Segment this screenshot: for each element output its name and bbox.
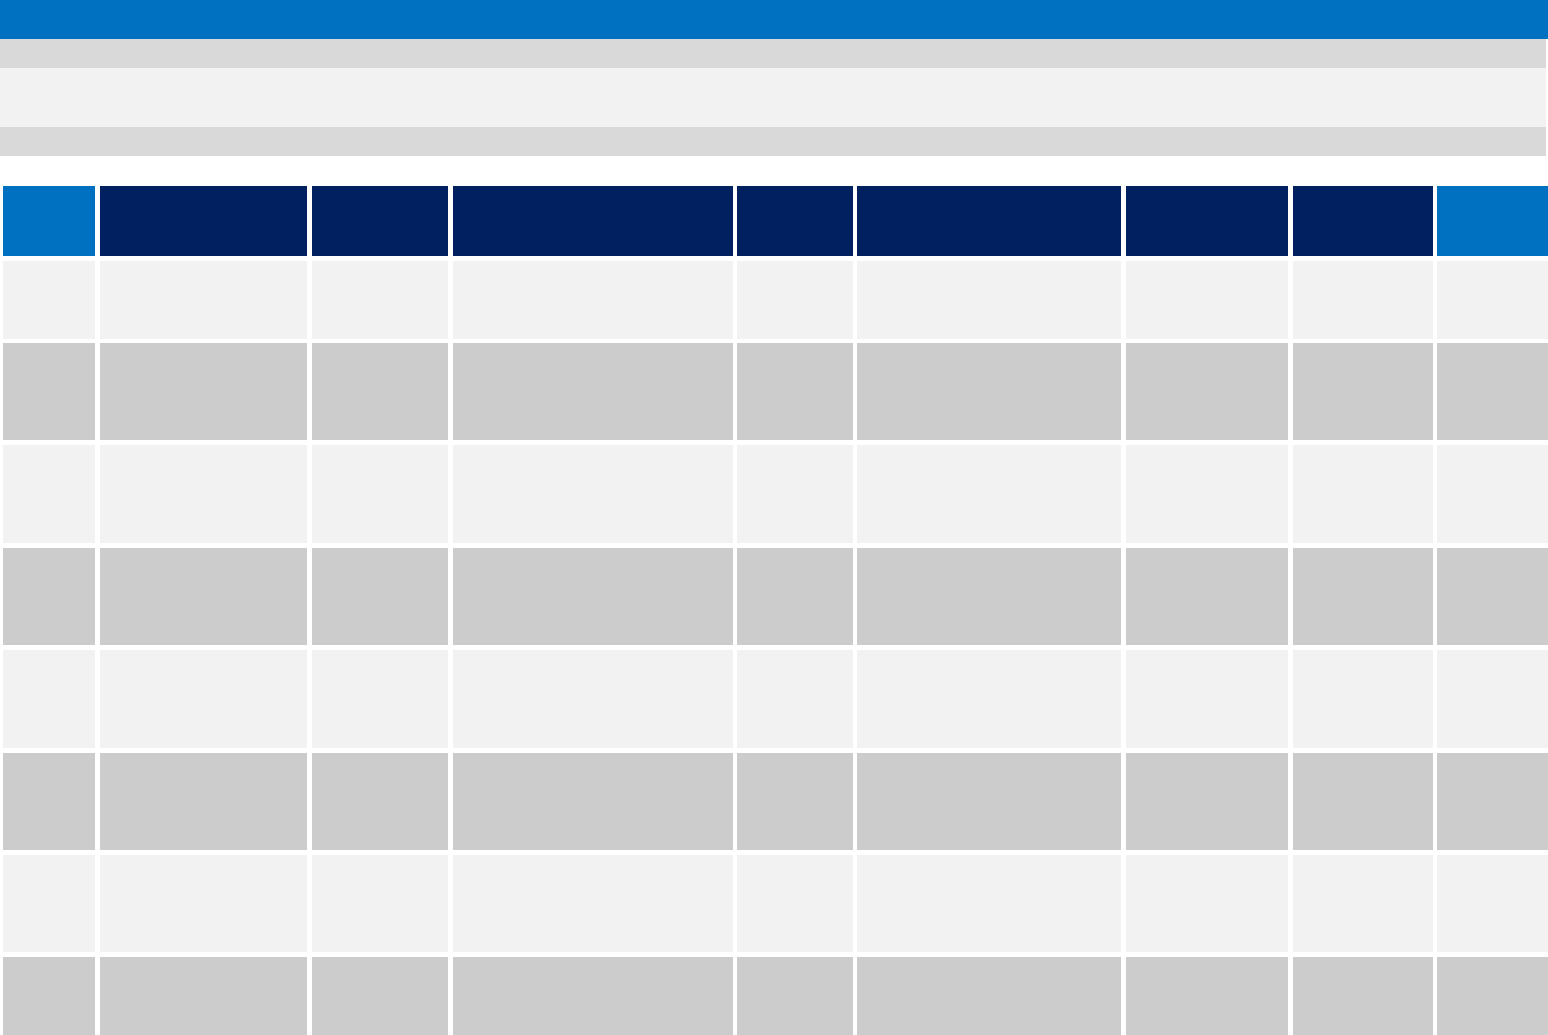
column-header (100, 186, 307, 256)
column-header (857, 186, 1121, 256)
table-cell (453, 445, 733, 543)
table-cell (1293, 445, 1433, 543)
table-cell (100, 261, 307, 339)
table-cell (312, 548, 448, 645)
column-header (3, 186, 95, 256)
table-cell (1437, 650, 1548, 748)
table-cell (857, 343, 1121, 440)
table-cell (737, 261, 853, 339)
table-cell (100, 855, 307, 952)
table-cell (857, 445, 1121, 543)
column-header (737, 186, 853, 256)
table-cell (3, 753, 95, 850)
table-cell (3, 548, 95, 645)
table-cell (1293, 548, 1433, 645)
table-cell (737, 957, 853, 1035)
table-cell (1437, 343, 1548, 440)
table-cell (1126, 445, 1288, 543)
table-cell (1293, 261, 1433, 339)
column-header (312, 186, 448, 256)
table-cell (1437, 957, 1548, 1035)
table-cell (312, 957, 448, 1035)
table-cell (100, 753, 307, 850)
table-cell (1126, 650, 1288, 748)
column-header (1437, 186, 1548, 256)
table-cell (737, 650, 853, 748)
table-cell (3, 445, 95, 543)
column-header (1293, 186, 1433, 256)
table-cell (1437, 261, 1548, 339)
table-cell (100, 650, 307, 748)
table-cell (312, 650, 448, 748)
table-cell (312, 343, 448, 440)
table-cell (100, 548, 307, 645)
table-cell (1126, 343, 1288, 440)
table-cell (1293, 855, 1433, 952)
table-cell (453, 855, 733, 952)
subheader-bar-lower (0, 127, 1546, 156)
column-header (1126, 186, 1288, 256)
subheader-bar (0, 39, 1546, 68)
table-cell (857, 753, 1121, 850)
table-cell (100, 957, 307, 1035)
table-cell (737, 753, 853, 850)
table-cell (1293, 753, 1433, 850)
table-cell (857, 650, 1121, 748)
table-cell (453, 957, 733, 1035)
table-cell (1293, 343, 1433, 440)
table-cell (857, 548, 1121, 645)
table-cell (737, 445, 853, 543)
table-cell (737, 548, 853, 645)
table-cell (1293, 650, 1433, 748)
table-cell (1293, 957, 1433, 1035)
table-cell (3, 650, 95, 748)
table-cell (100, 343, 307, 440)
table-cell (453, 650, 733, 748)
table-cell (312, 753, 448, 850)
table-cell (1437, 445, 1548, 543)
table-cell (737, 343, 853, 440)
column-header (453, 186, 733, 256)
table-cell (1126, 957, 1288, 1035)
table-cell (1126, 261, 1288, 339)
table-cell (3, 261, 95, 339)
table-cell (1437, 855, 1548, 952)
table-cell (1437, 548, 1548, 645)
table-cell (312, 445, 448, 543)
table-cell (3, 343, 95, 440)
table-cell (1126, 753, 1288, 850)
table-cell (857, 957, 1121, 1035)
table-cell (857, 261, 1121, 339)
table-cell (453, 753, 733, 850)
table-cell (100, 445, 307, 543)
table-cell (453, 343, 733, 440)
table-cell (312, 261, 448, 339)
table-cell (312, 855, 448, 952)
info-band (0, 68, 1546, 127)
table-cell (1126, 855, 1288, 952)
table-cell (857, 855, 1121, 952)
table-cell (737, 855, 853, 952)
table-cell (453, 548, 733, 645)
table-cell (1437, 753, 1548, 850)
table-cell (453, 261, 733, 339)
table-cell (1126, 548, 1288, 645)
top-title-bar (0, 0, 1548, 39)
table-cell (3, 855, 95, 952)
table-cell (3, 957, 95, 1035)
